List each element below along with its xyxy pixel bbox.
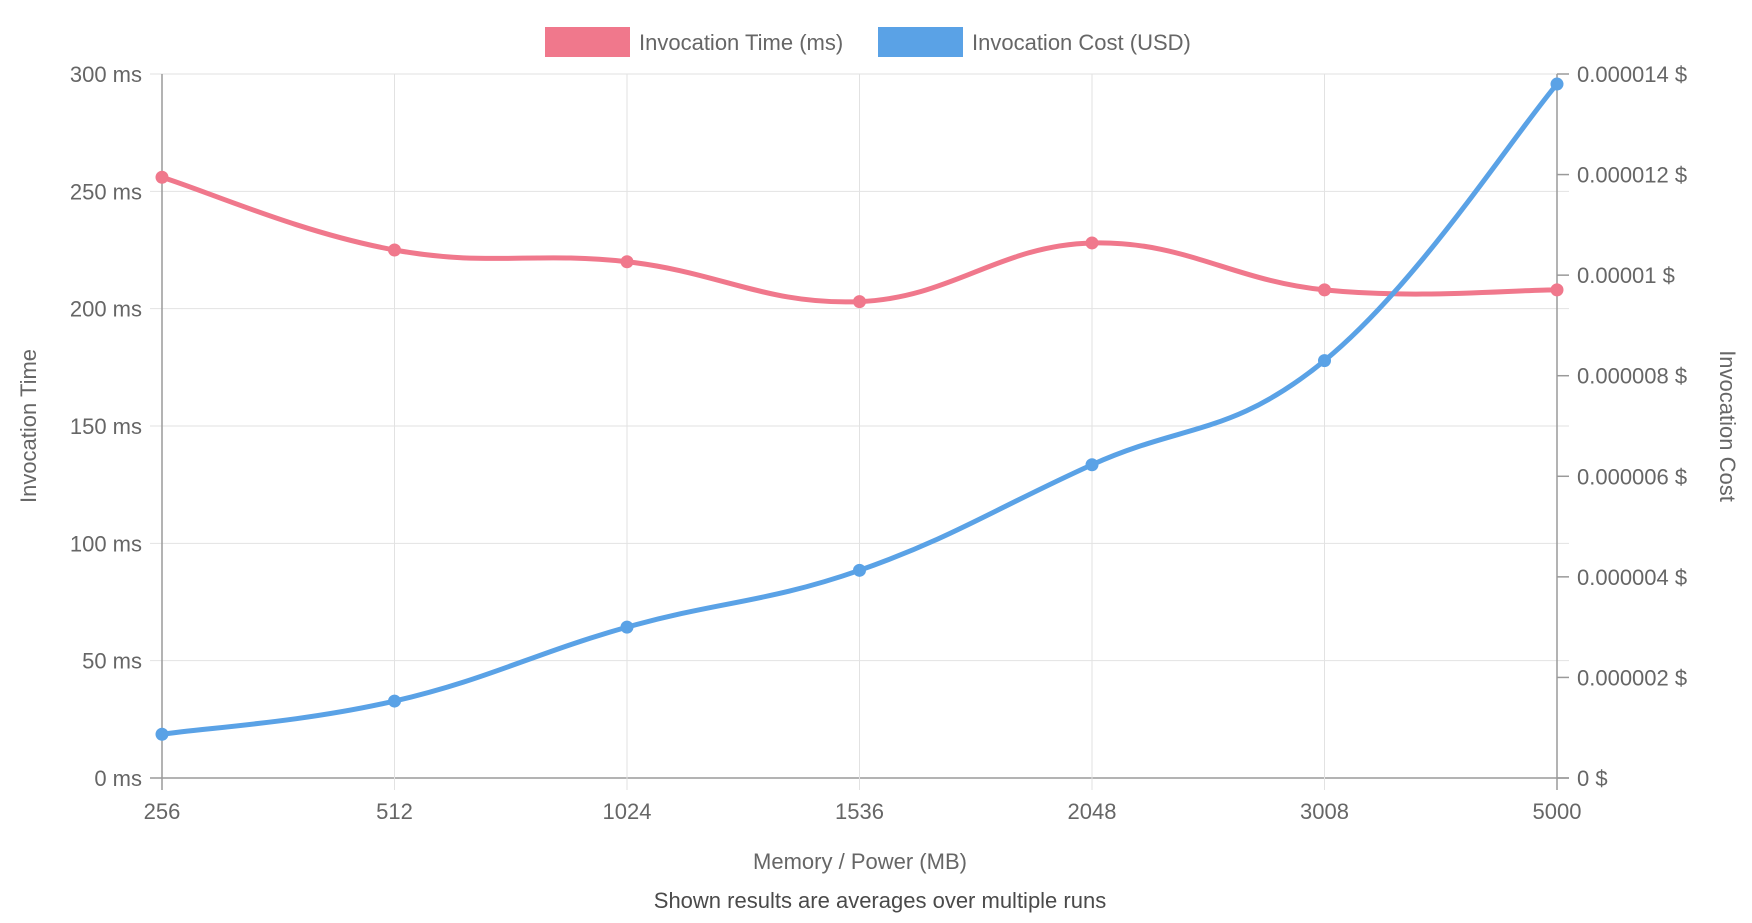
- data-point-time: [1318, 283, 1331, 297]
- legend-label-cost: Invocation Cost (USD): [972, 30, 1191, 55]
- x-tick-label: 1536: [835, 799, 884, 824]
- data-point-time: [1550, 283, 1564, 297]
- data-point-cost: [388, 694, 401, 708]
- y-right-tick-label: 0.000006 $: [1577, 464, 1687, 489]
- legend[interactable]: Invocation Time (ms) Invocation Cost (USD…: [545, 27, 1191, 57]
- data-point-cost: [1085, 458, 1099, 472]
- data-point-time: [155, 170, 169, 184]
- legend-item-cost[interactable]: Invocation Cost (USD): [878, 27, 1191, 57]
- data-point-cost: [1318, 354, 1331, 368]
- y-right-tick-label: 0.000004 $: [1577, 565, 1687, 590]
- legend-swatch-time: [545, 27, 630, 57]
- y-left-axis-title: Invocation Time: [16, 349, 41, 503]
- y-left-tick-label: 150 ms: [70, 414, 142, 439]
- y-left-tick-label: 200 ms: [70, 297, 142, 322]
- y-right-tick-label: 0.000014 $: [1577, 62, 1687, 87]
- data-point-cost: [853, 563, 866, 577]
- series-layer: [155, 77, 1564, 741]
- x-tick-label: 3008: [1300, 799, 1349, 824]
- grid-layer: [150, 73, 1569, 790]
- x-tick-label: 2048: [1068, 799, 1117, 824]
- footer-note: Shown results are averages over multiple…: [654, 888, 1106, 913]
- x-tick-label: 5000: [1533, 799, 1582, 824]
- y-right-tick-label: 0.000008 $: [1577, 364, 1687, 389]
- data-point-time: [1085, 236, 1099, 250]
- y-right-tick-label: 0.000012 $: [1577, 163, 1687, 188]
- data-point-time: [853, 295, 866, 309]
- legend-label-time: Invocation Time (ms): [639, 30, 843, 55]
- x-tick-label: 256: [144, 799, 181, 824]
- y-left-tick-label: 300 ms: [70, 62, 142, 87]
- x-tick-label: 1024: [603, 799, 652, 824]
- data-point-time: [620, 255, 634, 269]
- y-right-tick-label: 0 $: [1577, 766, 1608, 791]
- y-right-tick-label: 0.00001 $: [1577, 263, 1675, 288]
- x-axis-title: Memory / Power (MB): [753, 849, 967, 874]
- legend-swatch-cost: [878, 27, 963, 57]
- data-point-cost: [1550, 77, 1564, 91]
- y-right-axis-title: Invocation Cost: [1715, 350, 1740, 502]
- data-point-cost: [620, 620, 634, 634]
- legend-item-time[interactable]: Invocation Time (ms): [545, 27, 843, 57]
- y-right-tick-label: 0.000002 $: [1577, 665, 1687, 690]
- x-tick-label: 512: [376, 799, 413, 824]
- y-left-tick-label: 0 ms: [94, 766, 142, 791]
- y-left-tick-label: 100 ms: [70, 531, 142, 556]
- y-left-tick-label: 50 ms: [82, 649, 142, 674]
- y-left-tick-label: 250 ms: [70, 179, 142, 204]
- data-point-time: [388, 243, 401, 257]
- data-point-cost: [155, 727, 169, 741]
- axes-layer: 0 ms 50 ms 100 ms 150 ms 200 ms 250 ms 300 ms 2…: [70, 62, 1687, 824]
